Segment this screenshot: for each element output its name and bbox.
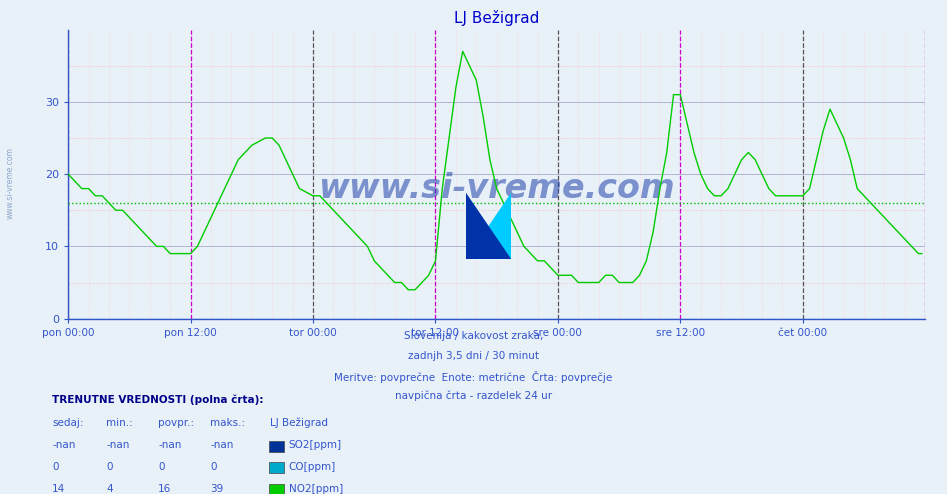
Text: -nan: -nan bbox=[158, 440, 182, 450]
Text: CO[ppm]: CO[ppm] bbox=[289, 462, 336, 472]
Text: -nan: -nan bbox=[106, 440, 130, 450]
Text: www.si-vreme.com: www.si-vreme.com bbox=[6, 147, 15, 219]
Text: povpr.:: povpr.: bbox=[158, 418, 194, 428]
Text: min.:: min.: bbox=[106, 418, 133, 428]
Text: 0: 0 bbox=[158, 462, 165, 472]
Title: LJ Bežigrad: LJ Bežigrad bbox=[454, 10, 540, 26]
Text: 16: 16 bbox=[158, 484, 171, 494]
Text: sedaj:: sedaj: bbox=[52, 418, 83, 428]
Text: 14: 14 bbox=[52, 484, 65, 494]
Text: 0: 0 bbox=[52, 462, 59, 472]
Text: Meritve: povprečne  Enote: metrične  Črta: povprečje: Meritve: povprečne Enote: metrične Črta:… bbox=[334, 370, 613, 382]
Text: -nan: -nan bbox=[210, 440, 234, 450]
Text: -nan: -nan bbox=[52, 440, 76, 450]
Text: 4: 4 bbox=[106, 484, 113, 494]
Text: maks.:: maks.: bbox=[210, 418, 245, 428]
Text: navpična črta - razdelek 24 ur: navpična črta - razdelek 24 ur bbox=[395, 390, 552, 401]
Text: www.si-vreme.com: www.si-vreme.com bbox=[318, 172, 675, 205]
Text: NO2[ppm]: NO2[ppm] bbox=[289, 484, 343, 494]
Text: TRENUTNE VREDNOSTI (polna črta):: TRENUTNE VREDNOSTI (polna črta): bbox=[52, 394, 263, 405]
Text: zadnjh 3,5 dni / 30 minut: zadnjh 3,5 dni / 30 minut bbox=[408, 351, 539, 361]
Text: 39: 39 bbox=[210, 484, 223, 494]
Polygon shape bbox=[466, 193, 511, 259]
Text: 0: 0 bbox=[210, 462, 217, 472]
Text: LJ Bežigrad: LJ Bežigrad bbox=[270, 418, 328, 428]
Text: 0: 0 bbox=[106, 462, 113, 472]
Text: SO2[ppm]: SO2[ppm] bbox=[289, 440, 342, 450]
Text: Slovenija / kakovost zraka,: Slovenija / kakovost zraka, bbox=[403, 331, 544, 341]
Polygon shape bbox=[466, 193, 511, 259]
